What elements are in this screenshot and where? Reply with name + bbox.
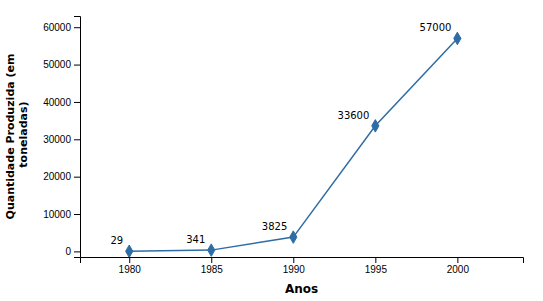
tick: 1995: [365, 257, 388, 275]
tick-label: 40000: [43, 97, 71, 108]
tick: 40000: [43, 97, 80, 108]
tick-label: 50000: [43, 59, 71, 70]
marker: [372, 120, 379, 132]
tick-label: 10000: [43, 209, 71, 220]
tick-mark: [74, 139, 80, 140]
chart: 1980198519901995200001000020000300004000…: [0, 0, 543, 301]
marker: [208, 244, 215, 256]
tick-mark: [211, 257, 212, 263]
data-label: 3825: [262, 221, 287, 232]
marker: [290, 231, 297, 243]
tick-mark: [74, 251, 80, 252]
data-label: 29: [110, 235, 123, 246]
tick: 0: [65, 246, 80, 257]
tick-label: 0: [65, 246, 71, 257]
marker: [454, 32, 461, 44]
marks: [126, 32, 461, 257]
tick: 60000: [43, 22, 80, 33]
data-labels: 29 341 3825 33600 57000: [110, 22, 451, 246]
tick: 50000: [43, 59, 80, 70]
tick-mark: [74, 214, 80, 215]
y-axis: 0 10000 20000 30000 40000 50000 60000: [43, 17, 80, 258]
tick-mark: [293, 257, 294, 263]
marker: [126, 245, 133, 257]
tick: 2000: [447, 257, 470, 275]
tick-mark: [74, 65, 80, 66]
tick: 1985: [201, 257, 224, 275]
tick: 1990: [283, 257, 306, 275]
axis-line: [74, 17, 81, 258]
tick-mark: [74, 27, 80, 28]
tick-label: 1995: [365, 264, 388, 275]
tick-label: 30000: [43, 134, 71, 145]
tick-label: 2000: [447, 264, 470, 275]
data-label: 341: [186, 234, 205, 245]
x-axis-title: Anos: [285, 282, 318, 296]
tick-mark: [129, 257, 130, 263]
tick: 20000: [43, 171, 80, 182]
tick: 1980: [119, 257, 142, 275]
data-label: 33600: [338, 110, 370, 121]
tick-label: 60000: [43, 22, 71, 33]
y-axis-title: Quantidade Produzida (em toneladas): [4, 54, 30, 220]
x-axis: 1980 1985 1990 1995 2000: [81, 257, 524, 275]
line: [129, 38, 457, 251]
plot: 1980198519901995200001000020000300004000…: [43, 17, 523, 276]
tick-label: 1980: [119, 264, 142, 275]
axis-line: [81, 258, 524, 264]
tick-mark: [74, 102, 80, 103]
tick-label: 20000: [43, 171, 71, 182]
tick-label: 1990: [283, 264, 306, 275]
tick: 30000: [43, 134, 80, 145]
tick-mark: [375, 257, 376, 263]
tick: 10000: [43, 209, 80, 220]
data-label: 57000: [420, 22, 452, 33]
tick-mark: [457, 257, 458, 263]
tick-label: 1985: [201, 264, 224, 275]
tick-mark: [74, 177, 80, 178]
